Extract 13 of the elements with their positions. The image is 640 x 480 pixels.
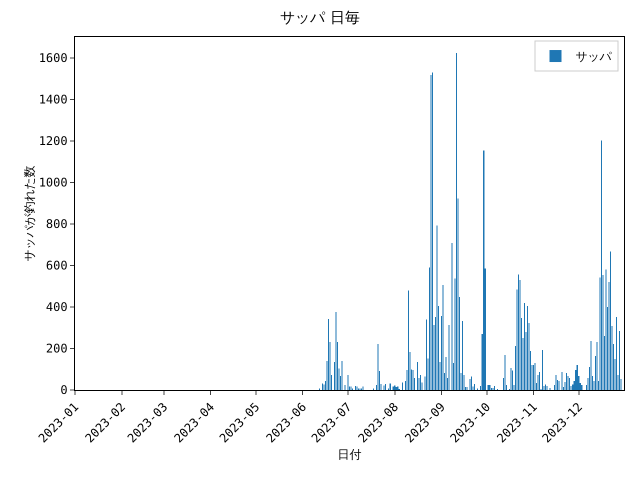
y-tick-label: 0 <box>60 383 68 398</box>
chart-title: サッパ 日毎 <box>280 8 360 26</box>
y-tick-label: 1600 <box>38 50 68 65</box>
x-axis-title: 日付 <box>338 448 362 462</box>
y-tick-label: 800 <box>46 217 68 232</box>
y-tick-label: 400 <box>46 300 68 314</box>
legend-label: サッパ <box>576 50 613 64</box>
y-tick-label: 1000 <box>38 176 68 190</box>
y-tick-label: 1200 <box>38 134 68 148</box>
y-tick-label: 1400 <box>38 92 68 106</box>
y-tick-label: 200 <box>46 342 68 356</box>
y-tick-label: 600 <box>46 258 68 273</box>
y-axis-title: サッパが釣れた数 <box>22 166 37 262</box>
